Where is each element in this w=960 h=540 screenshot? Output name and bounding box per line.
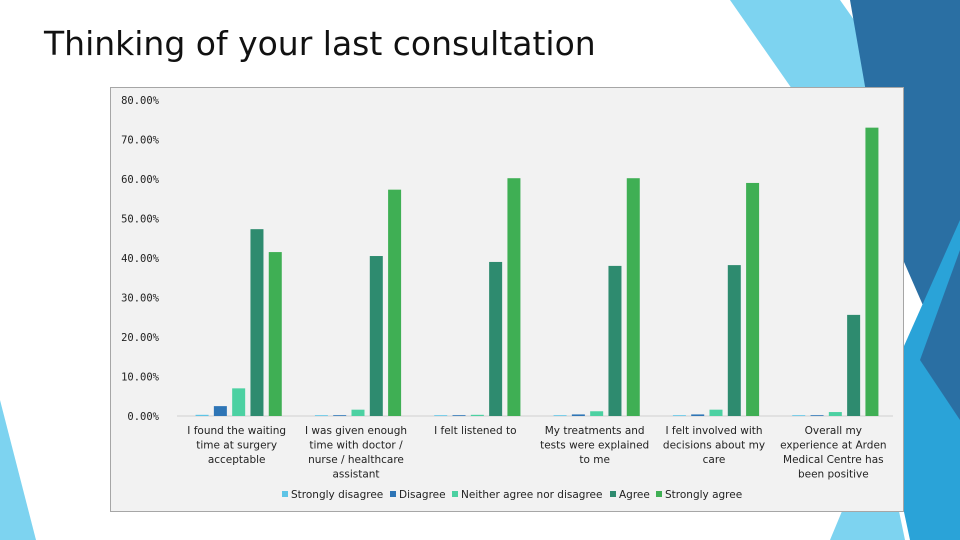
- y-tick-label: 80.00%: [121, 95, 160, 107]
- bar-strongly_agree: [268, 252, 282, 416]
- y-tick-label: 0.00%: [127, 411, 159, 423]
- chart-area: 0.00% 10.00% 20.00% 30.00% 40.00% 50.00% 60.00…: [110, 87, 904, 512]
- legend-swatch-disagree: [390, 491, 396, 497]
- bar-neither: [828, 412, 842, 416]
- category-label: Overall my experience at Arden Medical Cen…: [780, 425, 887, 481]
- category-label: My treatments and tests were explained to …: [540, 425, 649, 466]
- y-tick-label: 10.00%: [121, 372, 160, 384]
- y-tick-label: 40.00%: [121, 253, 160, 265]
- y-tick-label: 30.00%: [121, 293, 160, 305]
- bar-disagree: [213, 406, 227, 416]
- category-label-line: time at surgery: [196, 440, 277, 452]
- category-label-line: I felt listened to: [434, 425, 517, 437]
- bar-strongly_disagree: [195, 414, 209, 416]
- bar-neither: [709, 409, 723, 416]
- legend-swatch-neither: [452, 491, 458, 497]
- bar-agree: [608, 265, 622, 416]
- bar-disagree: [452, 415, 466, 416]
- category-label-line: I found the waiting: [187, 425, 286, 437]
- facet-left-light: [0, 400, 36, 540]
- category-label-line: decisions about my: [663, 440, 765, 452]
- category-label-line: acceptable: [208, 454, 266, 466]
- bar-strongly_agree: [507, 178, 521, 416]
- bar-disagree: [333, 415, 347, 416]
- bar-agree: [727, 265, 741, 416]
- bar-disagree: [810, 415, 824, 416]
- bar-neither: [470, 414, 484, 416]
- bar-neither: [351, 409, 365, 416]
- category-label: I felt involved with decisions about my ca…: [663, 425, 765, 466]
- bar-strongly_disagree: [792, 415, 806, 416]
- category-label-line: Medical Centre has: [783, 454, 884, 466]
- legend-label: Neither agree nor disagree: [461, 489, 602, 501]
- legend-swatch-strongly_disagree: [282, 491, 288, 497]
- bar-agree: [369, 256, 383, 416]
- category-label-line: time with doctor /: [309, 440, 403, 452]
- legend-label: Strongly agree: [665, 489, 742, 501]
- y-tick-label: 20.00%: [121, 332, 160, 344]
- category-label-line: I was given enough: [305, 425, 407, 437]
- category-label-line: assistant: [332, 469, 379, 481]
- bar-disagree: [571, 414, 585, 416]
- slide-title: Thinking of your last consultation: [44, 24, 596, 63]
- bar-chart: 0.00% 10.00% 20.00% 30.00% 40.00% 50.00% 60.00…: [121, 95, 893, 501]
- facet-dark-lower: [920, 250, 960, 420]
- y-tick-label: 70.00%: [121, 135, 160, 147]
- bar-agree: [847, 314, 861, 416]
- bar-strongly_agree: [746, 182, 760, 416]
- category-label-line: to me: [579, 454, 610, 466]
- category-label: I was given enough time with doctor / nurs…: [305, 425, 407, 481]
- category-label-line: tests were explained: [540, 440, 649, 452]
- category-label: I found the waiting time at surgery accept…: [187, 425, 286, 466]
- category-label-line: experience at Arden: [780, 440, 887, 452]
- y-tick-label: 50.00%: [121, 214, 160, 226]
- bar-strongly_agree: [626, 178, 640, 416]
- legend-swatch-agree: [610, 491, 616, 497]
- category-label-line: I felt involved with: [665, 425, 762, 437]
- bar-disagree: [691, 414, 705, 416]
- legend-swatch-strongly_agree: [656, 491, 662, 497]
- legend-label: Agree: [619, 489, 650, 501]
- bar-neither: [232, 388, 246, 416]
- bar-agree: [489, 261, 503, 416]
- bar-agree: [250, 229, 264, 416]
- category-label-line: Overall my: [805, 425, 862, 437]
- bar-strongly_disagree: [434, 415, 448, 416]
- bar-strongly_agree: [865, 127, 879, 417]
- legend-label: Strongly disagree: [291, 489, 383, 501]
- category-label-line: nurse / healthcare: [308, 454, 404, 466]
- bar-neither: [590, 411, 604, 416]
- bar-strongly_disagree: [553, 415, 567, 416]
- bar-strongly_agree: [388, 189, 402, 416]
- category-label-line: My treatments and: [545, 425, 645, 437]
- bar-strongly_disagree: [314, 415, 328, 416]
- bar-strongly_disagree: [672, 415, 686, 416]
- decorative-facet-left: [0, 400, 36, 540]
- y-tick-label: 60.00%: [121, 174, 160, 186]
- category-label-line: been positive: [798, 469, 869, 481]
- category-label: I felt listened to: [434, 425, 517, 437]
- legend-label: Disagree: [399, 489, 446, 501]
- category-label-line: care: [703, 454, 726, 466]
